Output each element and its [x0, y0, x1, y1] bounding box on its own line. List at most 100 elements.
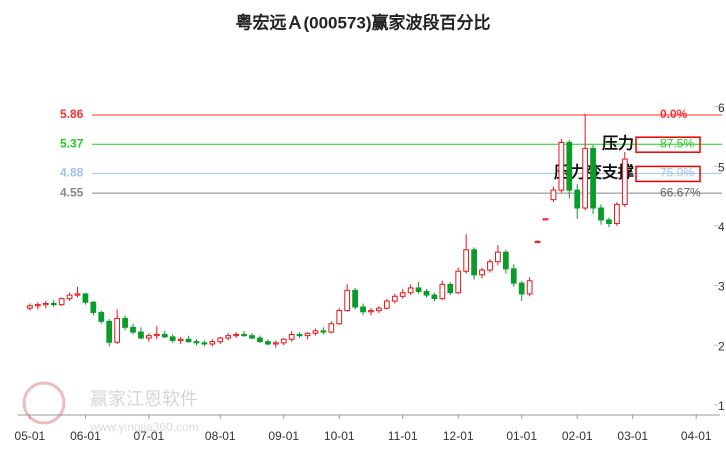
candle-body [249, 335, 255, 339]
candle-body [82, 293, 89, 303]
candle-body [209, 341, 216, 345]
x-tick-label: 01-01 [506, 429, 537, 443]
candle-body [455, 270, 462, 294]
candle-body [487, 261, 493, 271]
watermark: 赢家江恩软件 www.yingjia360.com [22, 381, 199, 434]
chart-title: 粤宏远Ａ(000573)赢家波段百分比 [235, 12, 490, 32]
candle-body [550, 189, 557, 201]
candle-body [391, 295, 398, 302]
candle-body [98, 311, 105, 322]
candle-body [185, 338, 192, 343]
candle-body [558, 141, 565, 191]
candle-body [582, 147, 589, 209]
x-tick-label: 06-01 [70, 429, 101, 443]
level-value: 4.88 [60, 166, 84, 180]
candle-body [50, 302, 57, 306]
candle-body [304, 332, 311, 337]
candle-body [288, 333, 295, 340]
x-tick-label: 09-01 [268, 429, 299, 443]
candle-body [510, 268, 517, 284]
candle-body [360, 306, 366, 313]
candle-body [74, 293, 81, 296]
level-value: 5.86 [60, 107, 84, 121]
x-tick-label: 07-01 [134, 429, 165, 443]
x-tick-label: 03-01 [617, 429, 648, 443]
candle-body [153, 333, 160, 337]
candle-body [264, 341, 271, 345]
candle-body [383, 300, 390, 309]
candle-body [431, 294, 438, 300]
candle-body [27, 305, 33, 309]
x-tick-label: 04-01 [681, 429, 712, 443]
candle-body [336, 310, 343, 325]
level-percent: 87.5% [660, 136, 694, 150]
candle-body [217, 337, 224, 343]
level-percent: 75.0% [660, 166, 694, 180]
candle-body [526, 280, 533, 295]
candle-body [502, 251, 509, 270]
candle-body [407, 287, 414, 294]
y-tick-label: 2 [718, 339, 725, 353]
candle-body [280, 338, 287, 344]
candle-body [598, 207, 604, 221]
candle-body [471, 249, 477, 276]
candle-body [225, 335, 232, 339]
candle-body [320, 330, 327, 333]
candle-body [177, 338, 184, 341]
candle-body [415, 287, 422, 293]
candle-body [241, 333, 247, 337]
candle-body [66, 294, 73, 300]
candle-body [34, 304, 41, 307]
candle-body [58, 298, 65, 306]
y-tick-label: 1 [718, 399, 725, 413]
level-value: 5.37 [60, 136, 84, 150]
candle-body [146, 335, 152, 339]
y-tick-label: 6 [718, 101, 725, 115]
candle-body [312, 330, 319, 334]
candle-body [518, 282, 525, 295]
candle-body [479, 269, 485, 276]
candle-body [614, 203, 620, 225]
candle-body [590, 147, 596, 209]
candle-body [272, 342, 279, 345]
candle-body [42, 302, 49, 306]
candle-body [352, 289, 358, 308]
candle-body [399, 292, 406, 297]
x-tick-label: 10-01 [324, 429, 355, 443]
candle-body [542, 218, 549, 221]
candle-body [257, 337, 263, 343]
candle-body [566, 141, 573, 191]
candle-body [439, 283, 446, 300]
candle-body [344, 289, 351, 312]
candle-body [495, 251, 501, 263]
candle-body [138, 331, 144, 339]
watermark-logo [22, 381, 66, 425]
candle-body [606, 219, 612, 225]
candle-body [376, 307, 382, 312]
candle-body [130, 326, 136, 333]
candle-body [296, 333, 303, 337]
watermark-url: www.yingjia360.com [89, 420, 199, 434]
candle-body [463, 249, 470, 272]
level-annotation: 压力 [602, 133, 634, 152]
candle-body [106, 320, 113, 343]
candle-body [122, 317, 128, 328]
candle-body [161, 333, 168, 338]
candle-body [423, 291, 430, 296]
candle-body [534, 240, 541, 244]
candle-body [193, 341, 200, 344]
candle-body [169, 336, 176, 341]
candle-body [574, 189, 581, 209]
y-tick-label: 5 [718, 160, 725, 174]
x-tick-label: 11-01 [388, 429, 418, 443]
y-tick-label: 4 [718, 220, 725, 234]
x-tick-label: 12-01 [443, 429, 474, 443]
level-percent: 66.67% [660, 185, 701, 199]
watermark-text: 赢家江恩软件 [90, 388, 198, 409]
candle-body [233, 333, 240, 337]
level-box [635, 136, 701, 153]
level-value: 4.55 [60, 185, 84, 199]
candle-body [621, 158, 628, 205]
x-tick-label: 05-01 [15, 429, 46, 443]
